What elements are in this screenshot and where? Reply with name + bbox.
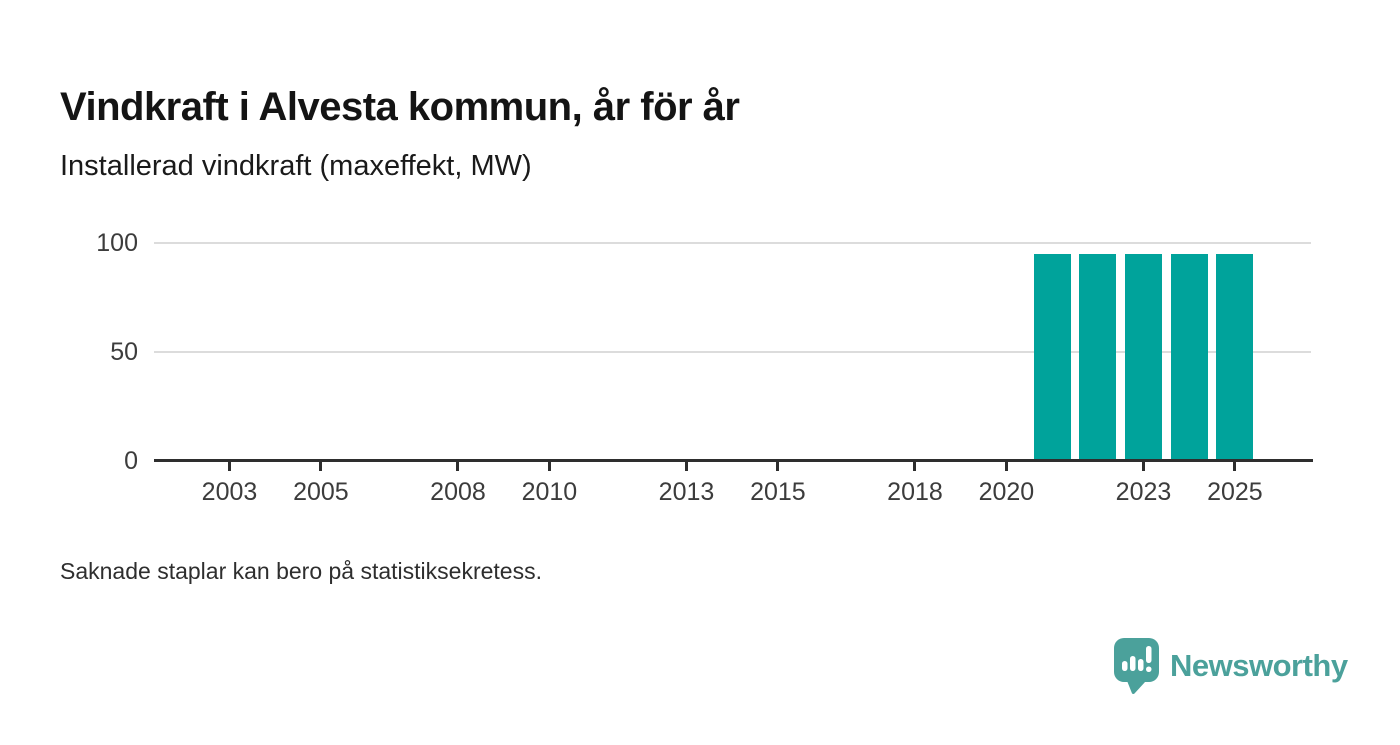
bar-2021 xyxy=(1033,253,1071,461)
gridline-100 xyxy=(154,242,1311,244)
x-tick-label-2010: 2010 xyxy=(521,478,578,506)
x-tick-label-2015: 2015 xyxy=(750,478,806,506)
footnote: Saknade staplar kan bero på statistiksek… xyxy=(60,558,542,584)
bar-2025 xyxy=(1216,253,1254,461)
speech-bubble-bar-chart-icon xyxy=(1114,638,1159,694)
bar-2022 xyxy=(1079,253,1117,461)
x-tick-2020 xyxy=(1004,462,1008,471)
y-tick-label-0: 0 xyxy=(124,447,138,475)
x-tick-2003 xyxy=(227,462,231,471)
x-tick-label-2025: 2025 xyxy=(1207,478,1263,506)
y-tick-label-100: 100 xyxy=(96,229,138,257)
x-tick-2010 xyxy=(547,462,551,471)
newsworthy-wordmark: Newsworthy xyxy=(1170,648,1348,683)
x-tick-label-2023: 2023 xyxy=(1115,478,1172,506)
y-tick-label-50: 50 xyxy=(110,338,138,366)
x-tick-label-2020: 2020 xyxy=(978,478,1035,506)
bar-2023 xyxy=(1124,253,1162,461)
x-tick-2015 xyxy=(776,462,780,471)
bar-2024 xyxy=(1170,253,1208,461)
x-tick-label-2003: 2003 xyxy=(201,478,258,506)
newsworthy-logo-link[interactable]: Newsworthy xyxy=(1113,637,1348,695)
chart-subtitle: Installerad vindkraft (maxeffekt, MW) xyxy=(60,150,532,182)
x-tick-label-2018: 2018 xyxy=(887,478,943,506)
x-tick-label-2005: 2005 xyxy=(293,478,349,506)
x-tick-2023 xyxy=(1141,462,1145,471)
x-tick-label-2013: 2013 xyxy=(658,478,715,506)
x-tick-2025 xyxy=(1233,462,1237,471)
x-tick-label-2008: 2008 xyxy=(430,478,486,506)
x-tick-2018 xyxy=(913,462,917,471)
chart-title: Vindkraft i Alvesta kommun, år för år xyxy=(60,84,740,129)
x-tick-2005 xyxy=(319,462,323,471)
x-axis-line xyxy=(154,459,1313,462)
x-tick-2008 xyxy=(456,462,460,471)
gridline-50 xyxy=(154,351,1311,353)
x-tick-2013 xyxy=(684,462,688,471)
